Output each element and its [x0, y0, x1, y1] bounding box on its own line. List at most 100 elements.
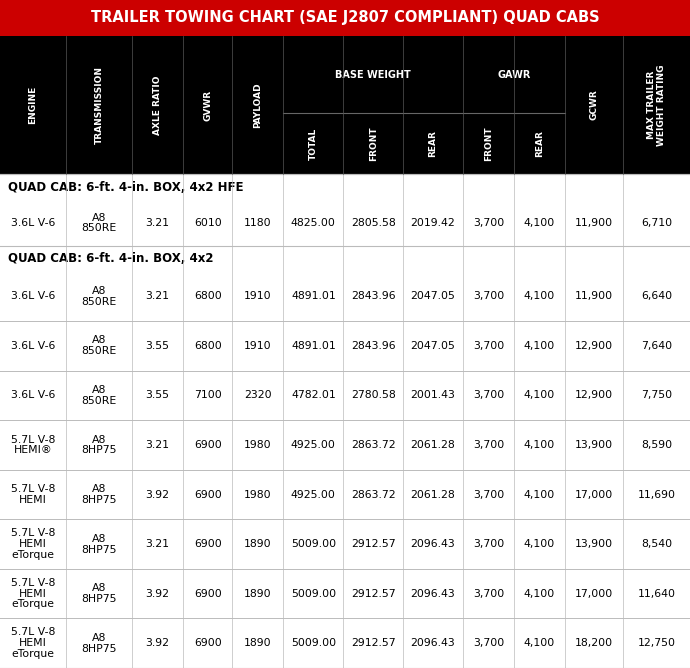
Text: A8
850RE: A8 850RE [81, 385, 117, 406]
Text: 6010: 6010 [194, 218, 221, 228]
Text: TOTAL: TOTAL [309, 128, 318, 160]
Text: 4782.01: 4782.01 [291, 391, 336, 400]
Text: GVWR: GVWR [203, 90, 213, 121]
Text: 6900: 6900 [194, 638, 221, 648]
Text: 4,100: 4,100 [524, 218, 555, 228]
Text: 2780.58: 2780.58 [351, 391, 395, 400]
Text: 5.7L V-8
HEMI
eTorque: 5.7L V-8 HEMI eTorque [11, 578, 55, 609]
Text: 5009.00: 5009.00 [290, 638, 336, 648]
Text: 2863.72: 2863.72 [351, 490, 395, 500]
Text: 3.92: 3.92 [146, 589, 170, 599]
Text: 2061.28: 2061.28 [411, 440, 455, 450]
Text: 6900: 6900 [194, 539, 221, 549]
Text: 5.7L V-8
HEMI
eTorque: 5.7L V-8 HEMI eTorque [11, 627, 55, 659]
Text: 6900: 6900 [194, 490, 221, 500]
Text: 4,100: 4,100 [524, 440, 555, 450]
Text: 2047.05: 2047.05 [411, 341, 455, 351]
Text: 3,700: 3,700 [473, 291, 504, 301]
Text: 2912.57: 2912.57 [351, 539, 395, 549]
Text: 4,100: 4,100 [524, 638, 555, 648]
Text: 4,100: 4,100 [524, 539, 555, 549]
Text: 3,700: 3,700 [473, 218, 504, 228]
Text: 3.92: 3.92 [146, 638, 170, 648]
Text: 2863.72: 2863.72 [351, 440, 395, 450]
Text: 3.55: 3.55 [146, 391, 170, 400]
Text: 7,640: 7,640 [641, 341, 672, 351]
Text: 3.21: 3.21 [146, 539, 170, 549]
Text: 4925.00: 4925.00 [291, 440, 336, 450]
Text: 4891.01: 4891.01 [291, 291, 336, 301]
Text: 5.7L V-8
HEMI: 5.7L V-8 HEMI [11, 484, 55, 505]
Bar [0, 420, 690, 470]
Text: 3,700: 3,700 [473, 638, 504, 648]
Bar [0, 371, 690, 420]
Text: 5.7L V-8
HEMI
eTorque: 5.7L V-8 HEMI eTorque [11, 528, 55, 560]
Bar [0, 174, 690, 200]
Text: 4825.00: 4825.00 [291, 218, 336, 228]
Text: 1910: 1910 [244, 341, 272, 351]
Text: PAYLOAD: PAYLOAD [253, 82, 262, 128]
Text: 4,100: 4,100 [524, 391, 555, 400]
Text: 5009.00: 5009.00 [290, 589, 336, 599]
Text: 3.6L V-6: 3.6L V-6 [11, 341, 55, 351]
Text: A8
850RE: A8 850RE [81, 212, 117, 233]
Text: 1180: 1180 [244, 218, 272, 228]
Text: 6900: 6900 [194, 589, 221, 599]
Text: 6,710: 6,710 [641, 218, 672, 228]
Text: 2096.43: 2096.43 [411, 589, 455, 599]
Text: 3.6L V-6: 3.6L V-6 [11, 218, 55, 228]
Text: 2843.96: 2843.96 [351, 341, 395, 351]
Text: 1890: 1890 [244, 589, 272, 599]
Text: TRANSMISSION: TRANSMISSION [95, 66, 103, 144]
Text: 18,200: 18,200 [575, 638, 613, 648]
Bar [0, 246, 690, 272]
Bar [0, 35, 690, 174]
Text: 7,750: 7,750 [641, 391, 672, 400]
Text: 2805.58: 2805.58 [351, 218, 395, 228]
Text: 5.7L V-8
HEMI®: 5.7L V-8 HEMI® [11, 435, 55, 456]
Text: 3.21: 3.21 [146, 440, 170, 450]
Text: FRONT: FRONT [484, 127, 493, 161]
Text: 2001.43: 2001.43 [411, 391, 455, 400]
Text: 3.21: 3.21 [146, 291, 170, 301]
Text: 7100: 7100 [194, 391, 221, 400]
Text: A8
8HP75: A8 8HP75 [81, 534, 117, 554]
Text: 2061.28: 2061.28 [411, 490, 455, 500]
Text: 4925.00: 4925.00 [291, 490, 336, 500]
Text: 6800: 6800 [194, 341, 221, 351]
Text: 3.21: 3.21 [146, 218, 170, 228]
Text: A8
850RE: A8 850RE [81, 286, 117, 307]
Text: A8
8HP75: A8 8HP75 [81, 633, 117, 653]
Text: 6,640: 6,640 [641, 291, 672, 301]
Text: 3,700: 3,700 [473, 490, 504, 500]
Text: BASE WEIGHT: BASE WEIGHT [335, 69, 411, 79]
Text: GCWR: GCWR [589, 90, 598, 120]
Text: QUAD CAB: 6-ft. 4-in. BOX, 4x2 HFE: QUAD CAB: 6-ft. 4-in. BOX, 4x2 HFE [8, 181, 244, 194]
Text: 2096.43: 2096.43 [411, 539, 455, 549]
Text: 12,750: 12,750 [638, 638, 676, 648]
Text: 11,900: 11,900 [575, 291, 613, 301]
Text: REAR: REAR [535, 130, 544, 158]
Text: 2047.05: 2047.05 [411, 291, 455, 301]
Text: 13,900: 13,900 [575, 539, 613, 549]
Text: 11,900: 11,900 [575, 218, 613, 228]
Text: 3,700: 3,700 [473, 440, 504, 450]
Text: 11,640: 11,640 [638, 589, 676, 599]
Text: 1910: 1910 [244, 291, 272, 301]
Text: 3,700: 3,700 [473, 341, 504, 351]
Text: 4891.01: 4891.01 [291, 341, 336, 351]
Bar [0, 272, 690, 321]
Text: 3,700: 3,700 [473, 589, 504, 599]
Text: 3.92: 3.92 [146, 490, 170, 500]
Bar [0, 0, 690, 35]
Text: REAR: REAR [428, 130, 437, 158]
Text: 11,690: 11,690 [638, 490, 676, 500]
Text: 17,000: 17,000 [575, 490, 613, 500]
Text: A8
8HP75: A8 8HP75 [81, 435, 117, 456]
Text: 8,540: 8,540 [641, 539, 672, 549]
Text: 6900: 6900 [194, 440, 221, 450]
Text: 4,100: 4,100 [524, 291, 555, 301]
Bar [0, 470, 690, 519]
Text: 4,100: 4,100 [524, 490, 555, 500]
Text: A8
8HP75: A8 8HP75 [81, 583, 117, 604]
